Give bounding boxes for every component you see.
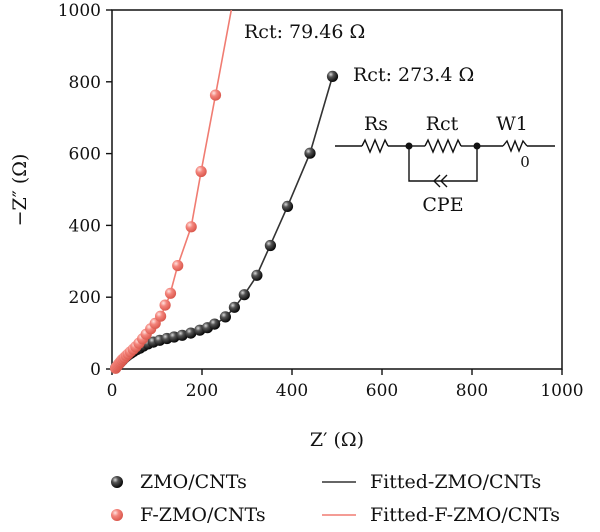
zmo-cnts-point <box>264 239 276 252</box>
zmo-cnts-point <box>304 147 316 159</box>
y-tick-label: 200 <box>69 288 101 308</box>
w1-label: W1 <box>496 113 528 135</box>
f-zmo-cnts-point <box>164 287 177 299</box>
x-tick-label: 400 <box>276 381 308 401</box>
rct-annotation-f-zmo: Rct: 79.46 Ω <box>244 21 365 43</box>
zmo-cnts-point <box>326 70 339 82</box>
legend-label-f-zmo-cnts: F-ZMO/CNTs <box>140 504 266 526</box>
x-tick-label: 200 <box>186 381 218 401</box>
zmo-cnts-point <box>251 269 263 281</box>
x-tick-label: 600 <box>366 381 398 401</box>
y-tick-label: 400 <box>69 216 101 236</box>
x-axis: 0 200 400 600 800 1000 <box>107 369 584 401</box>
cpe-element-left <box>433 174 441 188</box>
cpe-label: CPE <box>422 194 463 216</box>
rct-annotation-zmo: Rct: 273.4 Ω <box>353 64 474 86</box>
f-zmo-cnts-point <box>155 310 167 322</box>
zmo-cnts-point <box>209 318 221 330</box>
zmo-cnts-point <box>176 329 188 341</box>
cpe-element-right <box>440 174 448 188</box>
legend: ZMO/CNTs F-ZMO/CNTs Fitted-ZMO/CNTs Fitted-… <box>111 471 560 526</box>
y-tick-label: 800 <box>69 73 101 93</box>
w1-subscript: 0 <box>520 153 530 171</box>
legend-marker-zmo-cnts <box>111 476 123 488</box>
circuit-node-left <box>405 142 413 150</box>
rct-resistor <box>424 138 462 154</box>
f-zmo-cnts-point <box>209 89 222 101</box>
rct-circuit-label: Rct <box>426 113 459 135</box>
f-zmo-cnts-point <box>172 260 184 272</box>
legend-label-fitted-f-zmo-cnts: Fitted-F-ZMO/CNTs <box>370 504 560 526</box>
legend-label-fitted-zmo-cnts: Fitted-ZMO/CNTs <box>370 471 541 493</box>
y-axis: 0 200 400 600 800 1000 <box>58 1 112 380</box>
zmo-cnts-point <box>219 311 231 323</box>
x-tick-label: 1000 <box>540 381 583 401</box>
legend-label-zmo-cnts: ZMO/CNTs <box>140 471 247 493</box>
rs-label: Rs <box>364 113 388 135</box>
f-zmo-cnts-point <box>185 221 197 233</box>
x-tick-label: 0 <box>107 381 118 401</box>
f-zmo-cnts-point <box>159 299 171 311</box>
x-axis-title: Z′ (Ω) <box>310 429 364 451</box>
zmo-cnts-point <box>238 289 250 301</box>
y-tick-label: 1000 <box>58 1 101 21</box>
fitted-f-zmo-cnts-line <box>114 10 233 369</box>
cpe-branch-wire <box>408 146 478 182</box>
circuit-node-right <box>473 142 481 150</box>
x-tick-label: 800 <box>456 381 488 401</box>
y-tick-label: 0 <box>90 360 101 380</box>
y-tick-label: 600 <box>69 145 101 165</box>
plot-frame <box>111 9 563 370</box>
w1-warburg <box>502 139 528 153</box>
f-zmo-cnts-point <box>195 165 207 178</box>
data-markers <box>110 70 339 374</box>
zmo-cnts-point <box>281 200 294 212</box>
y-axis-title: −Z″ (Ω) <box>9 154 31 227</box>
rs-resistor <box>361 138 389 154</box>
zmo-cnts-point <box>228 301 240 313</box>
zmo-cnts-point <box>185 327 197 339</box>
legend-marker-f-zmo-cnts <box>111 509 123 521</box>
